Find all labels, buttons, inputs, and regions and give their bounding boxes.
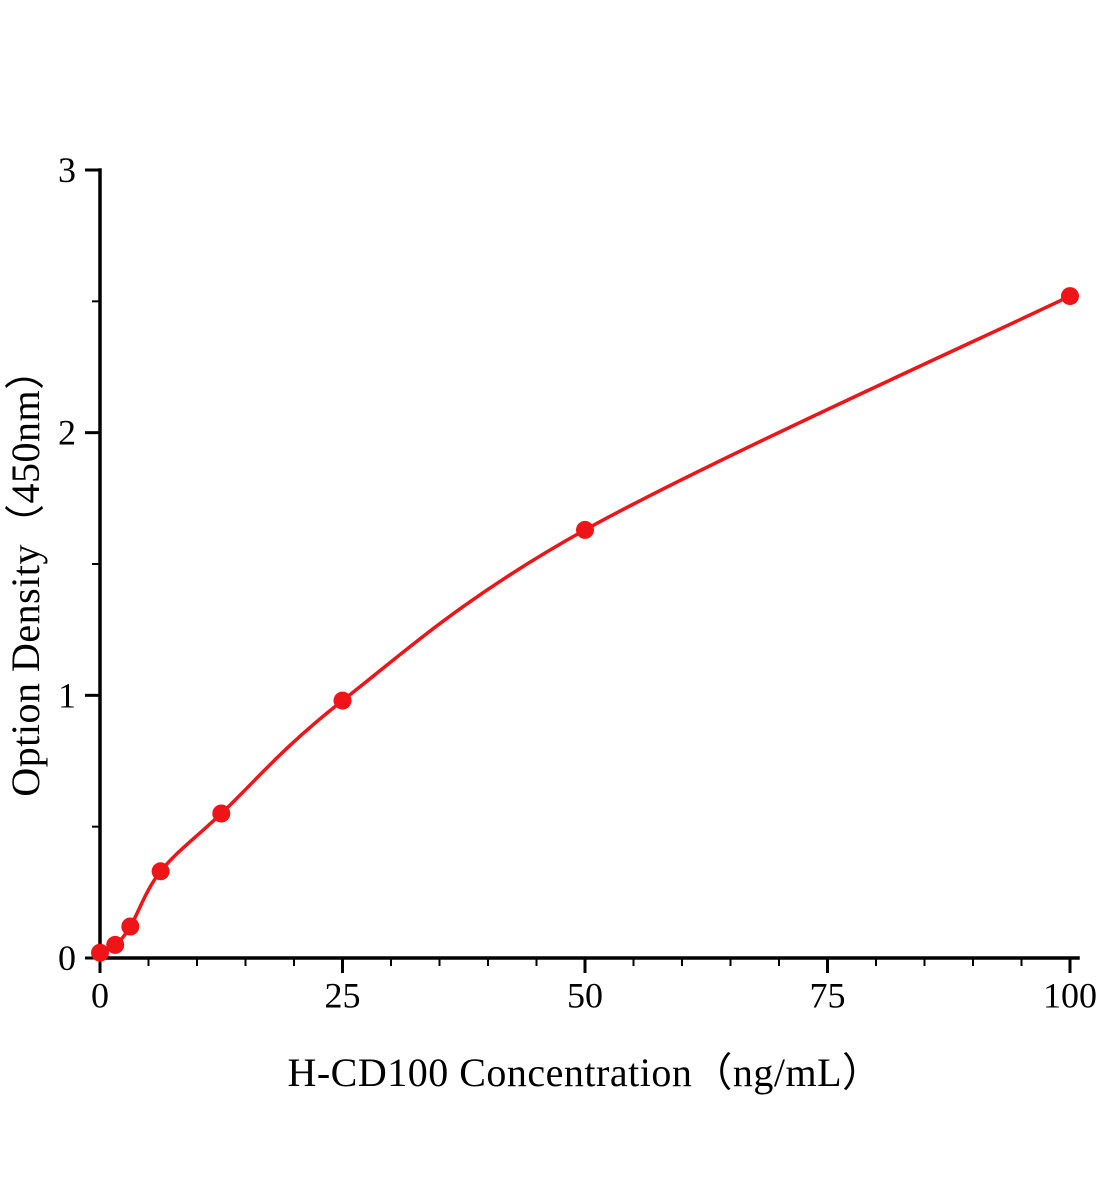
svg-text:1: 1: [58, 675, 76, 715]
y-axis-label: Option Density（450nm）: [3, 349, 48, 797]
svg-text:2: 2: [58, 413, 76, 453]
svg-text:100: 100: [1043, 976, 1097, 1016]
svg-text:50: 50: [567, 976, 603, 1016]
svg-text:3: 3: [58, 150, 76, 190]
x-axis-label: H-CD100 Concentration（ng/mL）: [287, 1050, 883, 1095]
svg-text:75: 75: [810, 976, 846, 1016]
svg-text:0: 0: [58, 938, 76, 978]
svg-text:25: 25: [325, 976, 361, 1016]
svg-text:0: 0: [91, 976, 109, 1016]
